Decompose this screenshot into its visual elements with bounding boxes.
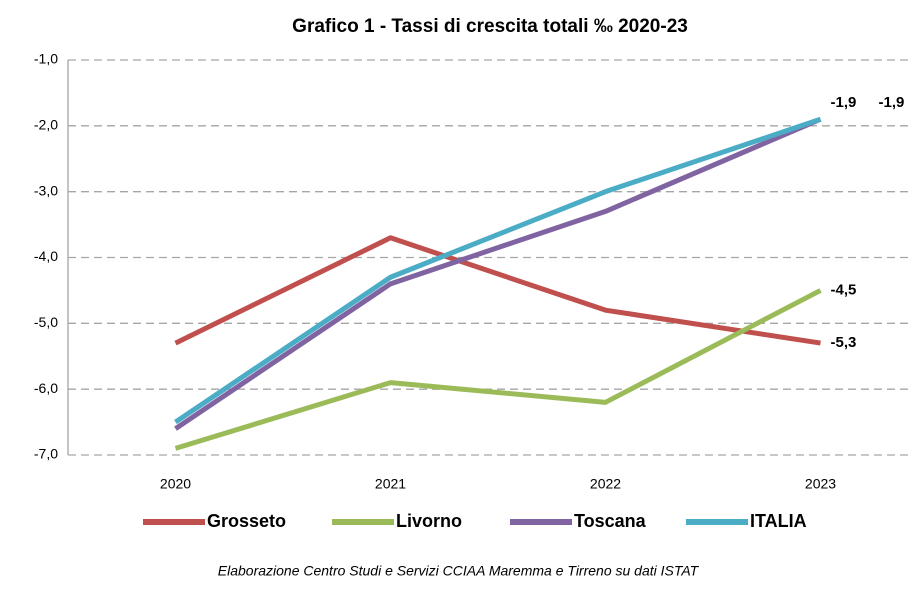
series-line: [174, 116, 822, 425]
series-line: [174, 235, 821, 346]
chart-title: Grafico 1 - Tassi di crescita totali ‰ 2…: [292, 16, 688, 37]
y-tick-label: -7,0: [34, 446, 58, 462]
legend-label: Grosseto: [207, 511, 286, 531]
x-tick-label: 2022: [590, 476, 621, 492]
y-tick-label: -6,0: [34, 380, 58, 396]
legend-label: ITALIA: [750, 511, 807, 531]
legend-label: Livorno: [396, 511, 462, 531]
x-tick-label: 2021: [375, 476, 406, 492]
series-line: [174, 288, 822, 451]
data-label: -4,5: [831, 281, 857, 298]
series-line: [174, 116, 822, 431]
y-tick-label: -3,0: [34, 182, 58, 198]
x-tick-label: 2023: [805, 476, 836, 492]
y-tick-label: -4,0: [34, 248, 58, 264]
x-tick-label: 2020: [160, 476, 191, 492]
data-label: -5,3: [831, 334, 857, 351]
data-label: -1,9: [879, 94, 905, 111]
source-note: Elaborazione Centro Studi e Servizi CCIA…: [218, 563, 700, 579]
legend-label: Toscana: [574, 511, 647, 531]
y-tick-label: -5,0: [34, 314, 58, 330]
y-tick-label: -1,0: [34, 51, 58, 67]
data-label: -1,9: [831, 94, 857, 111]
y-tick-label: -2,0: [34, 117, 58, 133]
